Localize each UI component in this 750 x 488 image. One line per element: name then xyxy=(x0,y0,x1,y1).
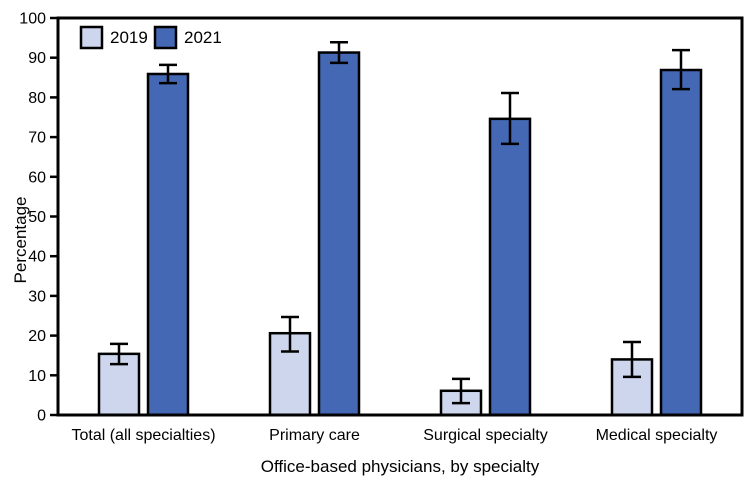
bar-2021-2 xyxy=(488,117,532,417)
y-tick-label: 30 xyxy=(28,288,46,305)
y-tick-label: 40 xyxy=(28,249,46,266)
legend-swatch-2021 xyxy=(153,25,178,50)
y-tick-label: 100 xyxy=(19,11,46,28)
bar-2021-3 xyxy=(659,68,703,417)
y-tick-label: 20 xyxy=(28,328,46,345)
y-tick-label: 60 xyxy=(28,169,46,186)
legend-swatch-2019 xyxy=(79,25,104,50)
y-tick-label: 70 xyxy=(28,130,46,147)
x-category-label: Surgical specialty xyxy=(423,427,548,444)
y-tick-label: 80 xyxy=(28,90,46,107)
y-axis-title: Percentage xyxy=(11,197,30,284)
y-tick-label: 0 xyxy=(37,408,46,425)
y-tick-label: 90 xyxy=(28,50,46,67)
x-category-label: Total (all specialties) xyxy=(71,427,215,444)
x-category-label: Medical specialty xyxy=(596,427,718,444)
bar-2021-1 xyxy=(317,51,361,417)
y-tick-label: 10 xyxy=(28,368,46,385)
x-axis-title: Office-based physicians, by specialty xyxy=(261,457,540,476)
legend-label-2019: 2019 xyxy=(110,28,148,47)
y-tick-label: 50 xyxy=(28,209,46,226)
bar-2021-0 xyxy=(146,72,190,417)
legend-label-2021: 2021 xyxy=(184,28,222,47)
x-category-label: Primary care xyxy=(269,427,360,444)
